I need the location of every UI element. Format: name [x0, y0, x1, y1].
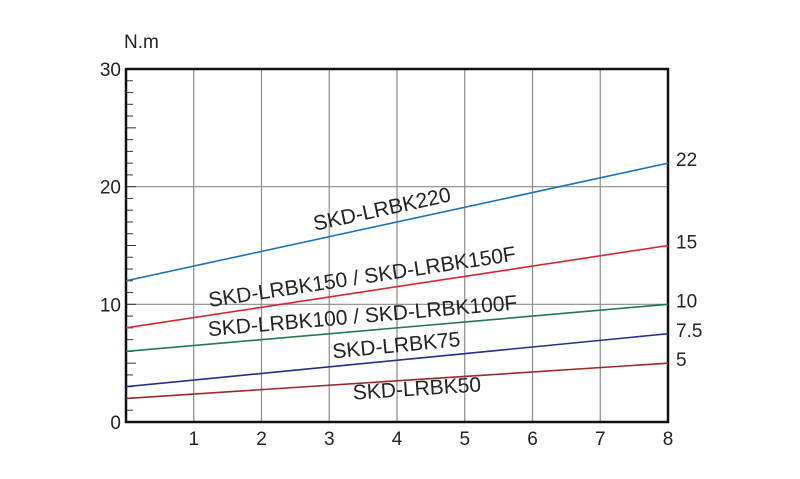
y-tick-labels: 0 10 20 30 — [100, 60, 121, 434]
y-tick-label: 10 — [100, 295, 121, 316]
series-line — [125, 244, 669, 329]
series-end-label: 15 — [676, 233, 697, 254]
series-end-label: 5 — [676, 350, 687, 371]
grid — [126, 69, 668, 422]
y-tick-label: 0 — [110, 413, 121, 434]
series-lines — [125, 162, 669, 400]
x-tick-label: 4 — [392, 429, 403, 450]
series-end-label: 22 — [676, 150, 697, 171]
x-tick-label: 7 — [595, 429, 606, 450]
x-tick-labels: 1 2 3 4 5 6 7 8 — [188, 429, 673, 450]
series-label: SKD-LRBK220 — [311, 183, 453, 235]
y-axis-unit-label: N.m — [124, 32, 159, 53]
x-tick-label: 3 — [324, 429, 335, 450]
series-line — [125, 303, 669, 353]
x-tick-label: 5 — [459, 429, 470, 450]
x-tick-label: 2 — [256, 429, 267, 450]
series-end-label: 7.5 — [676, 321, 702, 342]
x-tick-label: 8 — [663, 429, 674, 450]
series-end-label: 10 — [676, 291, 697, 312]
minor-ticks — [126, 80, 136, 411]
series-line — [125, 362, 669, 400]
series-label: SKD-LRBK75 — [331, 328, 461, 363]
series-label: SKD-LRBK50 — [352, 373, 482, 404]
x-tick-label: 1 — [188, 429, 199, 450]
y-tick-label: 30 — [100, 60, 121, 81]
y-tick-label: 20 — [100, 178, 121, 199]
series-line — [125, 162, 669, 282]
series-line — [125, 332, 669, 388]
x-tick-label: 6 — [527, 429, 538, 450]
end-labels: 22 15 10 7.5 5 — [676, 150, 702, 371]
